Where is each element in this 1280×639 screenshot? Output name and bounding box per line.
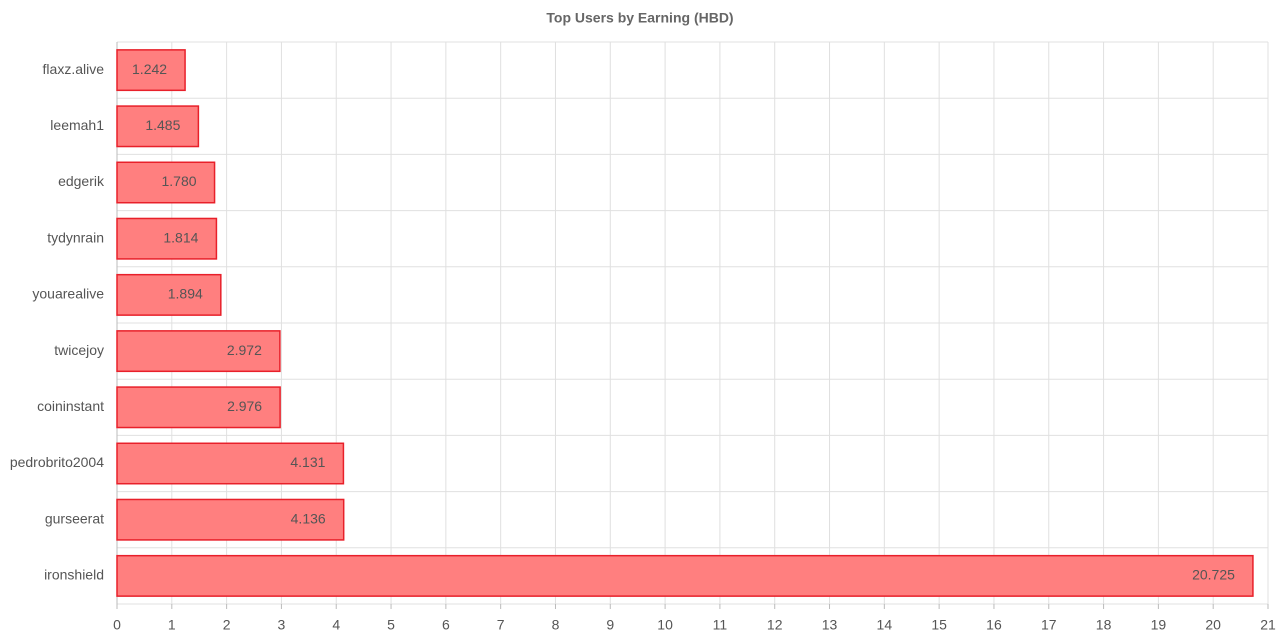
data-label: 2.972 [227,342,262,358]
y-tick-label: ironshield [44,567,104,583]
x-tick-label: 12 [767,617,783,633]
y-tick-label: pedrobrito2004 [10,454,104,470]
y-tick-label: coininstant [37,398,104,414]
x-tick-label: 15 [931,617,947,633]
bar [116,386,281,429]
x-tick-label: 4 [332,617,340,633]
x-tick-label: 9 [606,617,614,633]
bar [116,217,218,260]
x-tick-label: 1 [168,617,176,633]
data-label: 4.131 [290,454,325,470]
bar [116,442,345,485]
data-label: 4.136 [291,510,326,526]
x-tick-label: 11 [713,617,728,633]
data-label: 1.814 [163,229,198,245]
x-tick-label: 21 [1260,617,1276,633]
y-tick-label: leemah1 [50,117,104,133]
x-tick-label: 20 [1205,617,1221,633]
x-tick-label: 19 [1151,617,1167,633]
y-tick-label: edgerik [58,173,105,189]
bar [116,49,186,92]
y-tick-label: twicejoy [54,342,104,358]
x-tick-label: 16 [986,617,1002,633]
data-label: 1.894 [168,286,203,302]
x-tick-label: 18 [1096,617,1112,633]
chart-title: Top Users by Earning (HBD) [546,10,733,26]
data-label: 2.976 [227,398,262,414]
bar [116,273,222,316]
bar [116,105,200,148]
x-tick-label: 17 [1041,617,1057,633]
bar [116,161,216,204]
x-tick-label: 0 [113,617,121,633]
bar [116,330,281,373]
y-tick-label: youarealive [32,286,104,302]
x-tick-label: 5 [387,617,395,633]
data-label: 1.780 [162,173,197,189]
x-tick-label: 6 [442,617,450,633]
y-tick-label: flaxz.alive [43,61,105,77]
data-label: 1.242 [132,61,167,77]
bar [116,498,345,541]
x-tick-label: 10 [657,617,673,633]
x-tick-label: 7 [497,617,505,633]
y-tick-label: tydynrain [47,229,104,245]
x-tick-label: 13 [822,617,838,633]
x-tick-label: 3 [278,617,286,633]
data-label: 1.485 [145,117,180,133]
x-tick-label: 2 [223,617,231,633]
x-tick-label: 14 [877,617,893,633]
data-label: 20.725 [1192,567,1235,583]
bar [116,554,1254,597]
y-tick-label: gurseerat [45,510,104,526]
x-tick-label: 8 [552,617,560,633]
